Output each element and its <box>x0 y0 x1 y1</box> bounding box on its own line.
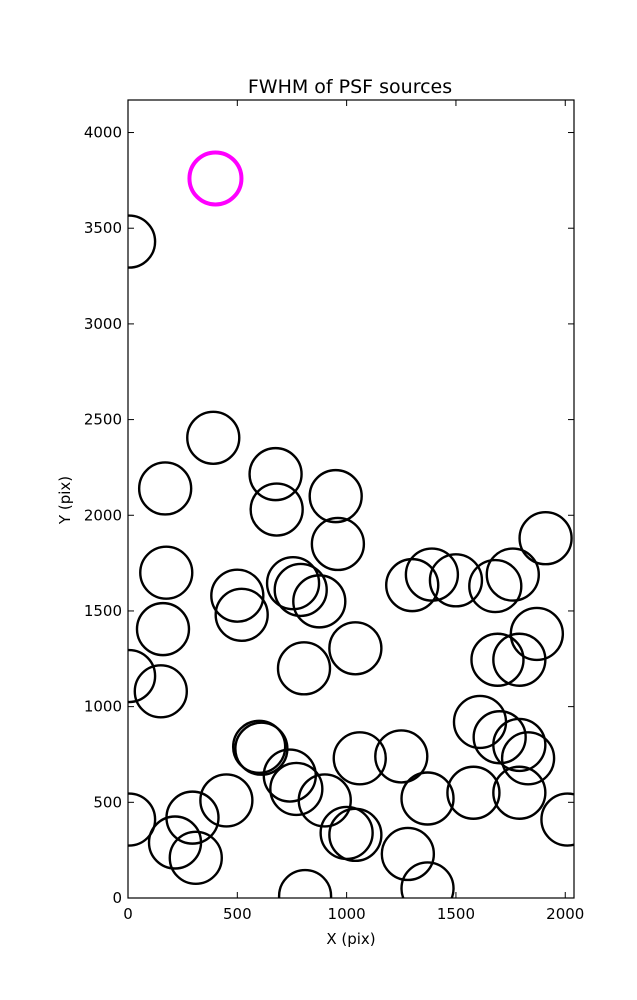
axis-ticks: 0 500 1000 1500 2000 0 500 1000 1500 2000 2500 3000… <box>84 100 584 923</box>
source-marker <box>518 511 573 566</box>
source-marker <box>128 214 157 269</box>
source-marker <box>231 719 287 775</box>
source-marker <box>509 606 565 662</box>
source-marker <box>277 868 333 898</box>
source-marker <box>374 729 429 784</box>
source-marker <box>249 482 304 537</box>
x-axis-label: X (pix) <box>326 930 375 948</box>
source-marker <box>470 632 525 687</box>
source-marker <box>128 792 157 847</box>
y-tick-label: 500 <box>93 793 122 811</box>
source-marker <box>147 815 203 870</box>
y-tick-label: 2500 <box>84 411 122 429</box>
source-marker <box>137 461 193 516</box>
x-tick-label: 2000 <box>546 905 584 923</box>
source-marker <box>214 587 269 642</box>
y-tick-label: 1500 <box>84 602 122 620</box>
chart-title: FWHM of PSF sources <box>248 76 452 98</box>
source-marker <box>468 558 523 614</box>
source-marker <box>492 765 547 820</box>
source-marker <box>133 664 188 719</box>
source-marker <box>308 468 363 524</box>
y-tick-label: 3500 <box>84 219 122 237</box>
source-marker <box>292 574 347 629</box>
source-marker <box>135 601 191 657</box>
source-marker <box>380 826 436 882</box>
source-marker <box>269 761 324 817</box>
source-marker <box>328 621 383 676</box>
y-tick-label: 4000 <box>84 124 122 142</box>
source-marker <box>128 648 157 704</box>
source-marker <box>265 556 321 611</box>
y-tick-label: 2000 <box>84 506 122 524</box>
source-marker <box>139 545 194 600</box>
source-marker <box>446 765 501 820</box>
source-marker <box>492 717 547 773</box>
source-marker <box>400 771 455 826</box>
source-marker <box>328 807 383 863</box>
source-marker <box>210 568 265 623</box>
source-marker <box>500 731 556 786</box>
plot-area <box>128 150 574 898</box>
source-marker <box>186 410 241 465</box>
source-marker <box>428 553 484 608</box>
x-tick-label: 1500 <box>437 905 475 923</box>
y-tick-label: 1000 <box>84 698 122 716</box>
source-marker <box>332 731 387 786</box>
x-tick-label: 0 <box>123 905 133 923</box>
y-tick-label: 3000 <box>84 315 122 333</box>
source-marker <box>400 861 455 898</box>
source-marker <box>310 516 366 572</box>
y-axis-label: Y (pix) <box>56 476 74 525</box>
y-tick-label: 0 <box>112 889 122 907</box>
source-marker <box>168 830 223 886</box>
x-tick-label: 1000 <box>328 905 366 923</box>
source-marker <box>404 547 460 602</box>
source-marker <box>540 792 574 847</box>
source-marker <box>276 641 332 696</box>
source-marker <box>492 632 547 687</box>
source-marker <box>273 562 328 618</box>
x-tick-label: 500 <box>223 905 252 923</box>
highlight-source-marker <box>187 150 244 207</box>
source-marker <box>485 547 540 602</box>
source-marker <box>199 773 254 828</box>
plot-frame <box>127 99 575 899</box>
source-marker <box>297 773 352 828</box>
source-marker <box>248 446 303 502</box>
